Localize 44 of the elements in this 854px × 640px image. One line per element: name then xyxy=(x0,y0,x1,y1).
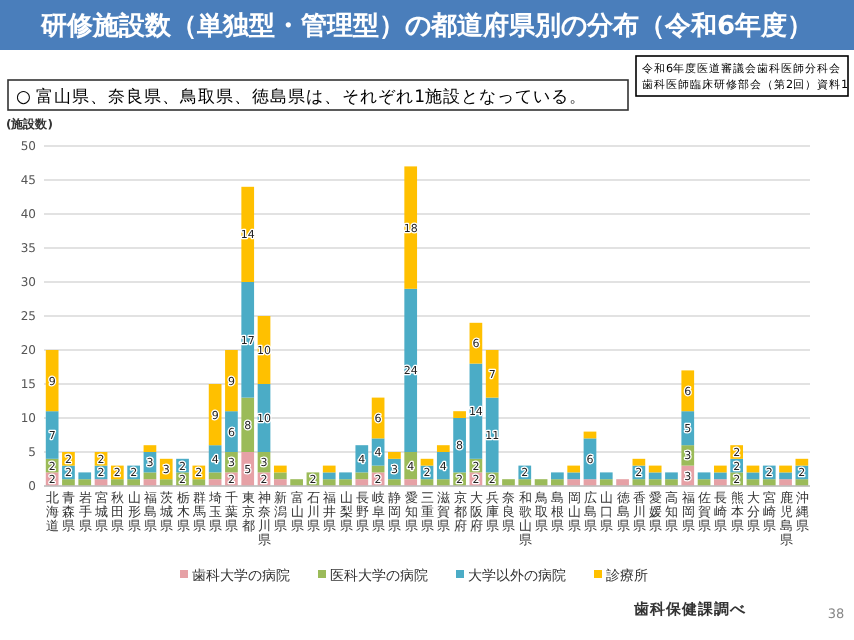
bar xyxy=(762,479,776,486)
chart-subtitle: ○ 富山県、奈良県、鳥取県、徳島県は、それぞれ1施設となっている。 xyxy=(16,86,588,108)
bar xyxy=(143,445,157,452)
bar xyxy=(388,479,401,486)
bar xyxy=(290,479,303,486)
bar xyxy=(355,472,369,480)
bar xyxy=(322,465,336,473)
bar xyxy=(404,166,418,289)
bar xyxy=(45,411,59,459)
bar xyxy=(404,288,418,452)
bar xyxy=(632,458,646,466)
bar xyxy=(795,458,809,466)
bar xyxy=(45,350,59,412)
bar xyxy=(616,479,629,486)
bar xyxy=(453,411,466,418)
bar xyxy=(599,472,613,480)
bar xyxy=(795,479,809,486)
bar xyxy=(485,350,499,398)
bar xyxy=(714,472,727,480)
bar xyxy=(567,479,581,486)
bar xyxy=(143,472,157,480)
bar xyxy=(404,479,418,486)
bar xyxy=(355,479,369,486)
bar xyxy=(714,479,727,486)
bar xyxy=(241,186,255,282)
bar xyxy=(746,472,760,480)
bar xyxy=(420,458,434,466)
bar xyxy=(225,350,238,412)
bar xyxy=(208,472,222,480)
bar xyxy=(551,479,564,486)
bar xyxy=(241,282,255,398)
bar xyxy=(273,465,287,473)
bar xyxy=(388,452,401,459)
bar xyxy=(714,465,727,473)
bar xyxy=(567,465,581,473)
bar xyxy=(273,472,287,480)
bar xyxy=(779,479,792,486)
bar xyxy=(697,472,711,480)
bar xyxy=(599,479,613,486)
bar xyxy=(648,465,662,473)
chart-title: 研修施設数（単独型・管理型）の都道府県別の分布（令和6年度） xyxy=(38,10,814,42)
bar xyxy=(436,445,450,452)
bar xyxy=(273,479,287,486)
bar xyxy=(779,465,792,473)
